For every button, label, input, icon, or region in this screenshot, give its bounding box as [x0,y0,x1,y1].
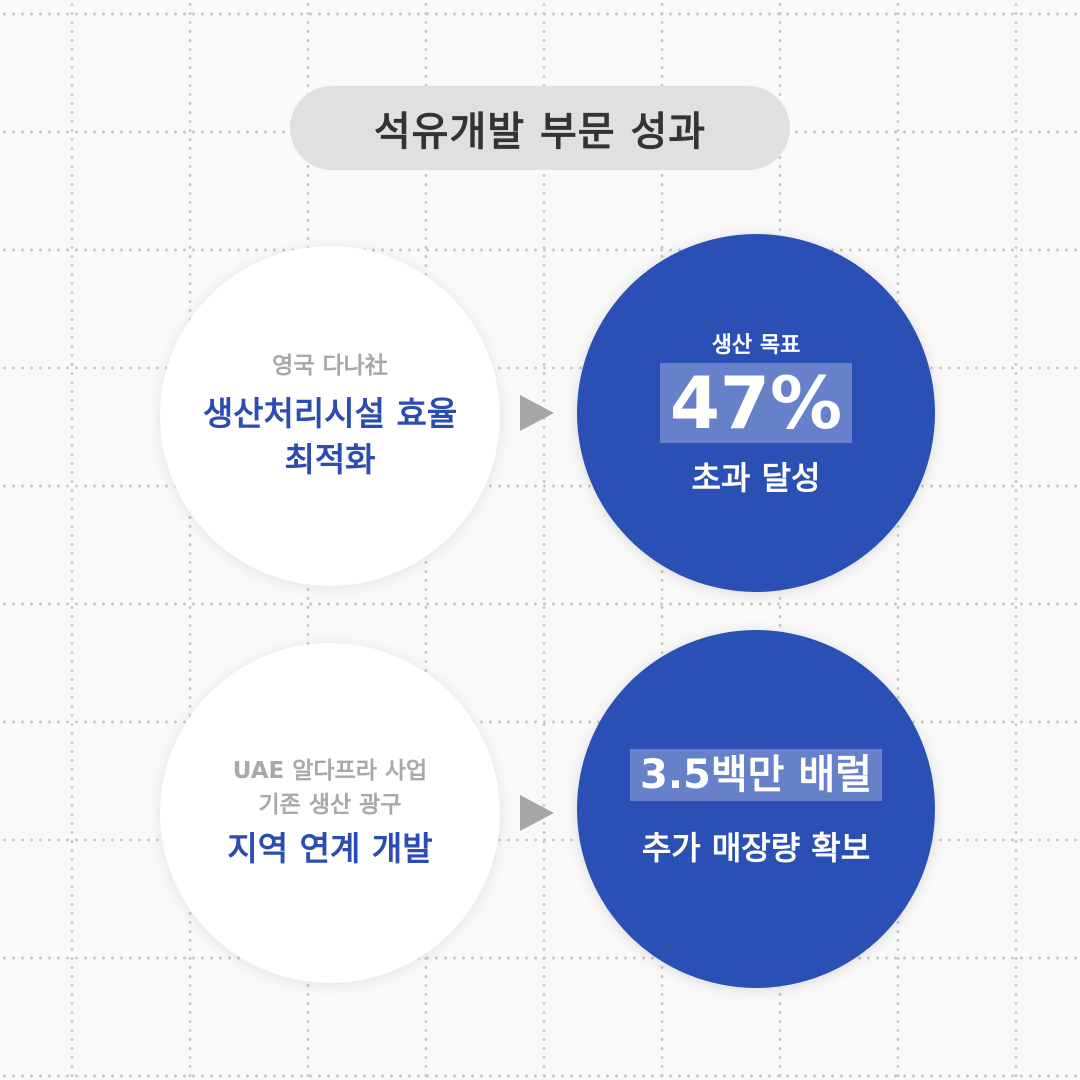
result-highlight-2: 3.5백만 배럴 [630,749,882,801]
play-triangle-icon [520,795,554,831]
result-text-2: 추가 매장량 확보 [641,829,871,867]
result-circle-2: 3.5백만 배럴 추가 매장량 확보 [577,630,935,988]
source-subtitle-line: UAE 알다프라 사업 [232,758,428,784]
result-circle-1: 생산 목표 47% 초과 달성 [577,234,935,592]
source-title-1: 생산처리시설 효율 최적화 [203,391,457,483]
page-title: 석유개발 부문 성과 [290,86,790,170]
result-text-1: 초과 달성 [691,459,821,497]
result-highlight-1: 47% [659,363,853,443]
source-title-line: 생산처리시설 효율 [202,394,458,433]
source-subtitle-line: 기존 생산 광구 [258,792,402,818]
source-title-line: 최적화 [284,440,376,479]
play-triangle-icon [520,395,554,431]
source-title-2: 지역 연계 개발 [227,829,433,868]
result-label-1: 생산 목표 [711,333,801,358]
source-subtitle-2: UAE 알다프라 사업 기존 생산 광구 [233,754,427,822]
source-circle-1: 영국 다나社 생산처리시설 효율 최적화 [160,246,500,586]
source-subtitle-1: 영국 다나社 [272,353,388,379]
source-circle-2: UAE 알다프라 사업 기존 생산 광구 지역 연계 개발 [160,643,500,983]
